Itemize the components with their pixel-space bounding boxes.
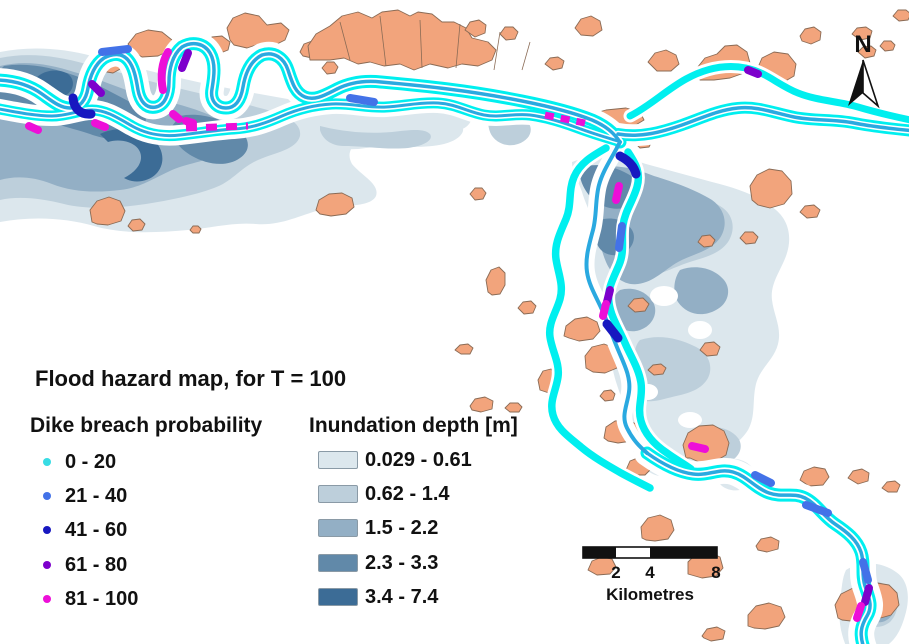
legend-item-depth-4: 2.3 - 3.3 [318, 550, 438, 576]
legend-item-prob-61-80: 61 - 80 [43, 552, 127, 578]
prob-dot-41-60 [43, 526, 51, 534]
legend-title-depth: Inundation depth [m] [309, 414, 518, 437]
legend-title-probability: Dike breach probability [30, 414, 263, 437]
scale-tick-4: 4 [645, 563, 655, 582]
legend-item-prob-81-100: 81 - 100 [43, 586, 138, 612]
legend-item-depth-3: 1.5 - 2.2 [318, 515, 438, 541]
legend-label: 1.5 - 2.2 [365, 516, 439, 539]
legend-item-prob-21-40: 21 - 40 [43, 483, 127, 509]
legend-label: 0.62 - 1.4 [365, 482, 450, 505]
depth-swatch-3 [318, 519, 358, 537]
north-arrow: N [848, 31, 880, 109]
legend-label: 81 - 100 [65, 587, 139, 610]
north-arrow-right-half [862, 59, 880, 109]
prob-dot-61-80 [43, 561, 51, 569]
legend-item-prob-0-20: 0 - 20 [43, 449, 116, 475]
scale-tick-8: 8 [711, 563, 720, 582]
prob-dot-0-20 [43, 458, 51, 466]
prob-dot-81-100 [43, 595, 51, 603]
legend-label: 0.029 - 0.61 [365, 448, 472, 471]
legend-label: 2.3 - 3.3 [365, 551, 439, 574]
depth-swatch-1 [318, 451, 358, 469]
map-title: Flood hazard map, for T = 100 [35, 366, 347, 391]
depth-swatch-2 [318, 485, 358, 503]
breach-probability-layer [25, 45, 873, 622]
north-arrow-left-half [848, 60, 863, 106]
legend-label: 3.4 - 7.4 [365, 585, 439, 608]
prob-dot-21-40 [43, 492, 51, 500]
legend-label: 0 - 20 [65, 450, 117, 473]
depth-swatch-5 [318, 588, 358, 606]
legend-item-depth-1: 0.029 - 0.61 [318, 447, 472, 473]
legend-item-depth-2: 0.62 - 1.4 [318, 481, 450, 507]
legend-label: 41 - 60 [65, 518, 128, 541]
north-arrow-label: N [854, 31, 871, 58]
legend-item-prob-41-60: 41 - 60 [43, 517, 127, 543]
legend-item-depth-5: 3.4 - 7.4 [318, 584, 438, 610]
depth-swatch-4 [318, 554, 358, 572]
scale-bar: 2 4 8 Kilometres [582, 546, 721, 604]
scale-tick-2: 2 [611, 563, 620, 582]
legend-label: 61 - 80 [65, 553, 128, 576]
legend-label: 21 - 40 [65, 484, 128, 507]
scale-unit-label: Kilometres [606, 585, 694, 604]
